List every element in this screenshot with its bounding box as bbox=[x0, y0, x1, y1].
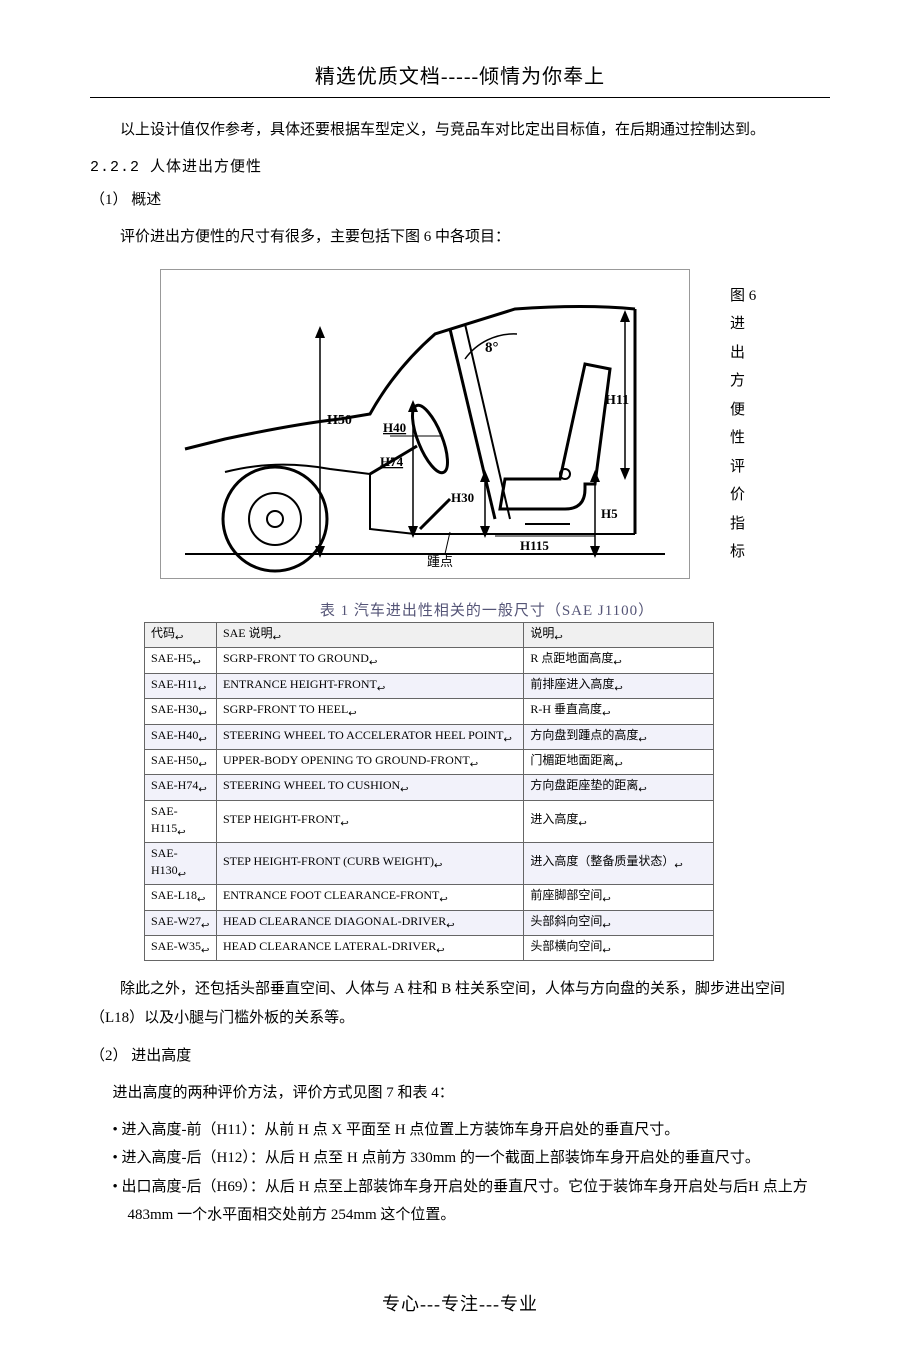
table-1: 代码↩ SAE 说明↩ 说明↩ SAE-H5↩ SGRP-FRONT TO GR… bbox=[144, 622, 714, 961]
table-cell: SAE-W27↩ bbox=[145, 910, 217, 935]
bullet-item: 进入高度-后（H12）：从后 H 点至 H 点前方 330mm 的一个截面上部装… bbox=[113, 1144, 831, 1173]
table-cell: 头部横向空间↩ bbox=[524, 935, 714, 960]
table-cell: UPPER-BODY OPENING TO GROUND-FRONT↩ bbox=[216, 749, 523, 774]
table-cell: SGRP-FRONT TO GROUND↩ bbox=[216, 648, 523, 673]
table-cell: 进入高度↩ bbox=[524, 800, 714, 842]
table-cell: STEP HEIGHT-FRONT (CURB WEIGHT)↩ bbox=[216, 842, 523, 884]
fig-caption-line: 方 便 bbox=[730, 367, 760, 424]
table-cell: ENTRANCE HEIGHT-FRONT↩ bbox=[216, 673, 523, 698]
table-cell: R 点距地面高度↩ bbox=[524, 648, 714, 673]
table-row: SAE-H74↩ STEERING WHEEL TO CUSHION↩ 方向盘距… bbox=[145, 775, 714, 800]
table-cell: 方向盘到踵点的高度↩ bbox=[524, 724, 714, 749]
table-cell: SAE-H115↩ bbox=[145, 800, 217, 842]
table-cell: SAE-W35↩ bbox=[145, 935, 217, 960]
table-1-wrap: 表 1 汽车进出性相关的一般尺寸（SAE J1100） 代码↩ SAE 说明↩ … bbox=[144, 599, 830, 961]
subsection-2-bullets: 进入高度-前（H11）：从前 H 点 X 平面至 H 点位置上方装饰车身开启处的… bbox=[113, 1116, 831, 1230]
table-cell: ENTRANCE FOOT CLEARANCE-FRONT↩ bbox=[216, 885, 523, 910]
subsection-1-heading: （1） 概述 bbox=[90, 188, 830, 209]
fig-label-h40: H40 bbox=[383, 420, 406, 435]
table-cell: HEAD CLEARANCE DIAGONAL-DRIVER↩ bbox=[216, 910, 523, 935]
fig-caption-line: 标 bbox=[730, 538, 760, 567]
table-row: SAE-H130↩ STEP HEIGHT-FRONT (CURB WEIGHT… bbox=[145, 842, 714, 884]
table-cell: SAE-H130↩ bbox=[145, 842, 217, 884]
table-cell: HEAD CLEARANCE LATERAL-DRIVER↩ bbox=[216, 935, 523, 960]
bullet-item: 出口高度-后（H69）：从后 H 点至上部装饰车身开启处的垂直尺寸。它位于装饰车… bbox=[113, 1173, 831, 1230]
table-cell: 方向盘距座垫的距离↩ bbox=[524, 775, 714, 800]
table-header-cell: SAE 说明↩ bbox=[216, 623, 523, 648]
table-cell: STEERING WHEEL TO CUSHION↩ bbox=[216, 775, 523, 800]
table-cell: STEERING WHEEL TO ACCELERATOR HEEL POINT… bbox=[216, 724, 523, 749]
after-table-paragraph: 除此之外，还包括头部垂直空间、人体与 A 柱和 B 柱关系空间，人体与方向盘的关… bbox=[90, 975, 830, 1032]
table-cell: 前座脚部空间↩ bbox=[524, 885, 714, 910]
bullet-item: 进入高度-前（H11）：从前 H 点 X 平面至 H 点位置上方装饰车身开启处的… bbox=[113, 1116, 831, 1145]
table-row: SAE-H5↩ SGRP-FRONT TO GROUND↩ R 点距地面高度↩ bbox=[145, 648, 714, 673]
subsection-2-heading: （2） 进出高度 bbox=[90, 1044, 830, 1065]
table-row: SAE-W27↩ HEAD CLEARANCE DIAGONAL-DRIVER↩… bbox=[145, 910, 714, 935]
table-cell: SAE-H40↩ bbox=[145, 724, 217, 749]
fig-caption-line: 进 出 bbox=[730, 310, 760, 367]
table-cell: SAE-H74↩ bbox=[145, 775, 217, 800]
table-row: SAE-H40↩ STEERING WHEEL TO ACCELERATOR H… bbox=[145, 724, 714, 749]
table-cell: SAE-H30↩ bbox=[145, 699, 217, 724]
table-header-cell: 代码↩ bbox=[145, 623, 217, 648]
table-row: SAE-H115↩ STEP HEIGHT-FRONT↩ 进入高度↩ bbox=[145, 800, 714, 842]
table-header-row: 代码↩ SAE 说明↩ 说明↩ bbox=[145, 623, 714, 648]
table-cell: SAE-H5↩ bbox=[145, 648, 217, 673]
subsection-2-paragraph: 进出高度的两种评价方法，评价方式见图 7 和表 4： bbox=[90, 1079, 830, 1108]
fig-label-h50: H50 bbox=[327, 413, 352, 428]
table-header-cell: 说明↩ bbox=[524, 623, 714, 648]
table-row: SAE-H11↩ ENTRANCE HEIGHT-FRONT↩ 前排座进入高度↩ bbox=[145, 673, 714, 698]
subsection-1-paragraph: 评价进出方便性的尺寸有很多，主要包括下图 6 中各项目： bbox=[90, 223, 830, 252]
fig-label-h11: H11 bbox=[605, 393, 629, 408]
table-cell: STEP HEIGHT-FRONT↩ bbox=[216, 800, 523, 842]
section-heading-222: 2.2.2 人体进出方便性 bbox=[90, 155, 830, 176]
intro-paragraph: 以上设计值仅作参考，具体还要根据车型定义，与竞品车对比定出目标值，在后期通过控制… bbox=[90, 116, 830, 145]
figure-6-diagram: 8° H50 bbox=[165, 274, 685, 574]
table-cell: 头部斜向空间↩ bbox=[524, 910, 714, 935]
table-row: SAE-H50↩ UPPER-BODY OPENING TO GROUND-FR… bbox=[145, 749, 714, 774]
table-row: SAE-W35↩ HEAD CLEARANCE LATERAL-DRIVER↩ … bbox=[145, 935, 714, 960]
fig-label-h115: H115 bbox=[520, 538, 549, 553]
figure-6-caption: 图 6 进 出 方 便 性 评 价 指 标 bbox=[730, 282, 760, 567]
table-cell: 进入高度（整备质量状态）↩ bbox=[524, 842, 714, 884]
table-cell: SAE-H50↩ bbox=[145, 749, 217, 774]
table-cell: R-H 垂直高度↩ bbox=[524, 699, 714, 724]
figure-6-box: 8° H50 bbox=[160, 269, 690, 579]
table-1-caption: 表 1 汽车进出性相关的一般尺寸（SAE J1100） bbox=[144, 599, 830, 620]
fig-label-heel: 踵点 bbox=[427, 554, 453, 569]
page-footer: 专心---专注---专业 bbox=[90, 1290, 830, 1316]
figure-6-row: 8° H50 bbox=[90, 269, 830, 579]
table-cell: 前排座进入高度↩ bbox=[524, 673, 714, 698]
fig-caption-line: 图 6 bbox=[730, 282, 760, 311]
fig-label-h30: H30 bbox=[451, 490, 474, 505]
table-cell: SAE-H11↩ bbox=[145, 673, 217, 698]
table-row: SAE-L18↩ ENTRANCE FOOT CLEARANCE-FRONT↩ … bbox=[145, 885, 714, 910]
table-cell: SGRP-FRONT TO HEEL↩ bbox=[216, 699, 523, 724]
fig-label-h74: H74 bbox=[380, 454, 404, 469]
fig-label-angle: 8° bbox=[485, 340, 499, 356]
table-cell: 门楣距地面距离↩ bbox=[524, 749, 714, 774]
page-title: 精选优质文档-----倾情为你奉上 bbox=[90, 60, 830, 98]
fig-caption-line: 价 指 bbox=[730, 481, 760, 538]
fig-label-h5: H5 bbox=[601, 506, 618, 521]
fig-caption-line: 性 评 bbox=[730, 424, 760, 481]
table-row: SAE-H30↩ SGRP-FRONT TO HEEL↩ R-H 垂直高度↩ bbox=[145, 699, 714, 724]
table-cell: SAE-L18↩ bbox=[145, 885, 217, 910]
